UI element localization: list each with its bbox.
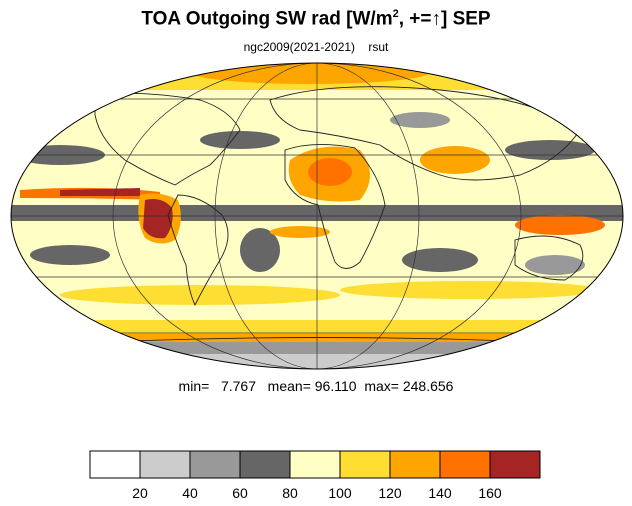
stat-mean-value: 96.110 (314, 378, 357, 394)
tropical-atlantic-orange (270, 226, 330, 238)
colorbar-box (489, 450, 541, 479)
colorbar-box (389, 450, 441, 479)
satlantic-dark-patch (240, 228, 280, 272)
subtitle-case: ngc2009(2021-2021) (243, 40, 356, 54)
asia-gray-patch (390, 112, 450, 128)
field-statistics: min= 7.767 mean= 96.110 max= 248.656 (0, 378, 632, 394)
arabia-orange (420, 146, 490, 174)
title-rest: , +=↑] SEP (398, 8, 491, 30)
map-subtitle: ngc2009(2021-2021) rsut (0, 40, 632, 54)
colorbar-tick-label: 60 (232, 485, 248, 501)
colorbar-tick-label: 40 (182, 485, 198, 501)
colorbar-tick-label: 100 (328, 485, 352, 501)
coast-australia (514, 235, 584, 281)
title-main: TOA Outgoing SW rad [W/m (141, 8, 393, 30)
title-superscript: 2 (392, 8, 399, 20)
map-title: TOA Outgoing SW rad [W/m2, +=↑] SEP (0, 8, 632, 30)
colorbar-box (439, 450, 491, 479)
subtitle-variable: rsut (368, 40, 389, 54)
colorbar-box (189, 450, 241, 479)
spacific-dark-patch (30, 245, 110, 265)
stat-min-label: min= (178, 378, 210, 394)
amazon-maroon (143, 199, 173, 239)
swpacific-gray-patch (525, 255, 585, 275)
colorbar-tick-label: 80 (282, 485, 298, 501)
colorbar-tick-label: 140 (428, 485, 452, 501)
sahara-core (308, 158, 352, 186)
stat-min-value: 7.767 (220, 378, 256, 394)
colorbar-box (139, 450, 191, 479)
coast-south-america (167, 194, 229, 307)
colorbar-tick-label: 160 (478, 485, 502, 501)
maritime-continent-orange (515, 215, 605, 235)
stat-max-label: max= (364, 378, 399, 394)
coast-north-america (94, 92, 241, 186)
stat-max-value: 248.656 (402, 378, 454, 394)
colorbar-box (239, 450, 291, 479)
colorbar-box (339, 450, 391, 479)
colorbar-tick-label: 120 (378, 485, 402, 501)
coast-africa (284, 143, 386, 269)
stat-mean-label: mean= (267, 378, 311, 394)
colorbar-box (89, 450, 141, 479)
indian-dark-patch (402, 248, 478, 272)
mollweide-map (10, 62, 624, 370)
meridian-120 (112, 63, 522, 369)
meridian-60 (214, 63, 420, 369)
map-border (10, 62, 624, 370)
itcz-pacific-maroon (60, 188, 140, 196)
colorbar-tick-label: 20 (132, 485, 148, 501)
colorbar-box (289, 450, 341, 479)
ssouth-yellow-band-east (340, 281, 600, 299)
natlantic-dark-patch (200, 131, 280, 149)
